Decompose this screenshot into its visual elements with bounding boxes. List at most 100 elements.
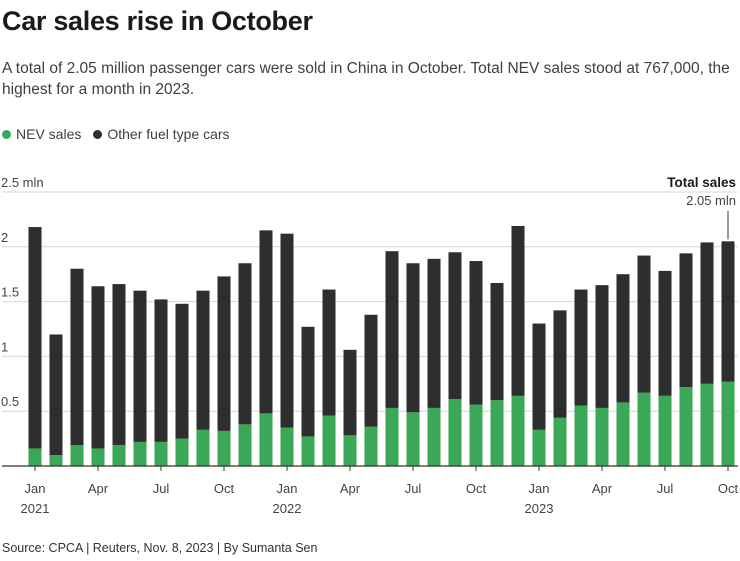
bar-other <box>511 225 525 396</box>
bar-nev <box>427 407 441 466</box>
y-tick-label: 2 <box>1 230 8 245</box>
x-tick-label: Apr <box>340 481 361 496</box>
x-tick-label: Jul <box>657 481 674 496</box>
y-tick-label: 0.5 <box>1 394 19 409</box>
bar-other <box>490 282 504 401</box>
bar-other <box>70 268 84 446</box>
bar-nev <box>469 404 483 466</box>
bar-nev <box>28 448 42 466</box>
x-tick-year: 2021 <box>21 501 50 516</box>
chart-title: Car sales rise in October <box>2 6 313 36</box>
bar-nev <box>301 436 315 466</box>
bar-other <box>259 230 273 414</box>
bar-nev <box>280 427 294 466</box>
bar-nev <box>700 383 714 466</box>
bar-nev <box>196 429 210 466</box>
y-tick-label: 1.5 <box>1 285 19 300</box>
bar-other <box>154 299 168 442</box>
bar-other <box>280 233 294 428</box>
bar-other <box>721 241 735 382</box>
annotation-value: 2.05 mln <box>686 193 736 208</box>
bar-nev <box>658 395 672 466</box>
bar-other <box>133 290 147 442</box>
bar-other <box>217 276 231 431</box>
bar-other <box>28 227 42 449</box>
bar-nev <box>490 400 504 466</box>
bar-nev <box>721 381 735 466</box>
stacked-bar-chart: 0.5 1 1.5 2 2.5 mln Jan 2021 Apr Jul Oct Jan 2022 Ap… <box>1 175 739 516</box>
legend-swatch-other <box>93 129 103 139</box>
legend: NEV sales Other fuel type cars <box>2 126 242 142</box>
bar-nev <box>553 417 567 466</box>
y-tick-label: 2.5 mln <box>1 175 44 190</box>
bar-other <box>469 261 483 405</box>
x-tick-label: Apr <box>88 481 109 496</box>
bar-other <box>322 289 336 416</box>
bar-nev <box>343 435 357 466</box>
x-tick-year: 2022 <box>273 501 302 516</box>
x-tick-label: Jan <box>25 481 46 496</box>
legend-label-other: Other fuel type cars <box>107 126 230 142</box>
bar-other <box>595 285 609 408</box>
legend-label-nev: NEV sales <box>16 126 82 142</box>
bar-other <box>343 349 357 436</box>
bar-other <box>427 258 441 408</box>
bar-nev <box>259 413 273 466</box>
bar-nev <box>217 430 231 466</box>
legend-item-nev: NEV sales <box>2 126 81 142</box>
bar-other <box>700 242 714 384</box>
bar-other <box>658 270 672 396</box>
bar-nev <box>364 426 378 466</box>
bar-nev <box>322 415 336 466</box>
bar-other <box>637 255 651 393</box>
bar-other <box>616 274 630 403</box>
bar-other <box>364 314 378 427</box>
bar-nev <box>532 429 546 466</box>
bar-nev <box>238 424 252 466</box>
bar-other <box>91 286 105 449</box>
bar-nev <box>448 399 462 466</box>
x-tick-label: Apr <box>592 481 613 496</box>
bar-nev <box>154 441 168 466</box>
legend-swatch-nev <box>2 129 11 139</box>
legend-item-other: Other fuel type cars <box>93 126 230 142</box>
y-tick-label: 1 <box>1 339 8 354</box>
bar-nev <box>91 448 105 466</box>
x-tick-label: Jan <box>277 481 298 496</box>
source-note: Source: CPCA | Reuters, Nov. 8, 2023 | B… <box>2 541 318 555</box>
bar-nev <box>406 412 420 466</box>
bar-nev <box>175 438 189 466</box>
bar-other <box>112 284 126 446</box>
bar-nev <box>595 407 609 466</box>
bar-other <box>553 310 567 418</box>
bar-other <box>385 251 399 408</box>
bar-nev <box>574 405 588 466</box>
bar-nev <box>133 441 147 466</box>
bar-nev <box>385 407 399 466</box>
chart-subtitle: A total of 2.05 million passenger cars w… <box>2 60 730 98</box>
bar-nev <box>679 387 693 466</box>
bar-other <box>406 263 420 413</box>
x-tick-label: Oct <box>214 481 235 496</box>
bar-nev <box>637 392 651 466</box>
bar-other <box>448 252 462 400</box>
bar-other <box>301 326 315 437</box>
annotation-title: Total sales <box>667 175 736 190</box>
x-tick-label: Oct <box>718 481 739 496</box>
x-tick-label: Jul <box>405 481 422 496</box>
bar-nev <box>616 402 630 466</box>
bar-other <box>49 334 63 456</box>
x-tick-year: 2023 <box>525 501 554 516</box>
bar-nev <box>511 395 525 466</box>
bar-other <box>238 263 252 425</box>
x-tick-label: Oct <box>466 481 487 496</box>
bar-other <box>532 323 546 430</box>
bar-nev <box>112 445 126 466</box>
bar-nev <box>49 455 63 466</box>
x-tick-label: Jan <box>529 481 550 496</box>
x-tick-label: Jul <box>153 481 170 496</box>
bar-other <box>196 290 210 430</box>
bar-other <box>679 253 693 388</box>
bar-other <box>175 303 189 439</box>
bar-other <box>574 289 588 406</box>
